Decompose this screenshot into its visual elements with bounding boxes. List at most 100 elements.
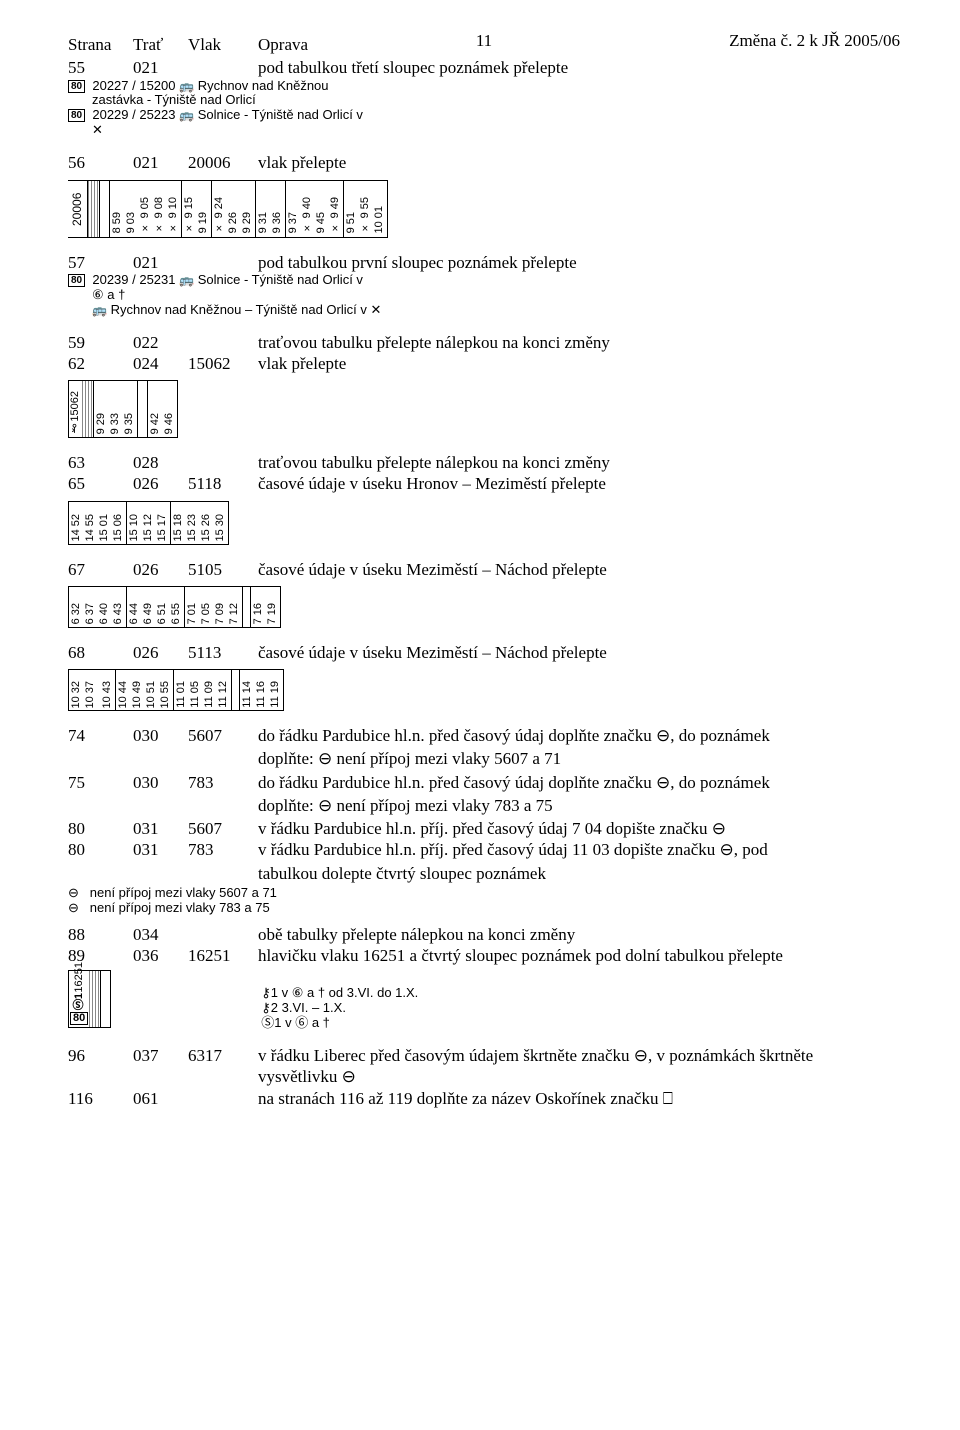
- time-value: 9 42: [150, 413, 161, 434]
- time-value: 15 06: [113, 514, 124, 542]
- time-value: 15 23: [187, 514, 198, 542]
- time-value: 10 43: [102, 681, 113, 709]
- time-value: 6 49: [143, 603, 154, 624]
- row-67: 67 026 5105 časové údaje v úseku Meziměs…: [68, 559, 900, 628]
- time-value: 9 19: [198, 212, 209, 233]
- box-icon: 80: [68, 274, 85, 287]
- time-value: 14 52: [71, 514, 82, 542]
- change-label: Změna č. 2 k JŘ 2005/06: [729, 30, 900, 51]
- time-value: 9 46: [164, 413, 175, 434]
- row-65: 65 026 5118 časové údaje v úseku Hronov …: [68, 473, 900, 544]
- footnotes-80: ⊖ není přípoj mezi vlaky 5607 a 71 ⊖ nen…: [68, 886, 900, 916]
- bus-icon: 🚌: [179, 80, 194, 94]
- time-value: 7 16: [253, 603, 264, 624]
- time-value: × 9 15: [184, 197, 195, 233]
- time-value: × 9 24: [214, 197, 225, 233]
- time-value: 9 45: [316, 212, 327, 233]
- time-value: 10 32: [71, 681, 82, 709]
- time-value: 6 51: [157, 603, 168, 624]
- row-88: 88 034 obě tabulky přelepte nálepkou na …: [68, 924, 900, 945]
- time-value: 11 16: [256, 681, 267, 708]
- row-116: 116 061 na stranách 116 až 119 doplňte z…: [68, 1088, 900, 1109]
- time-value: × 9 08: [154, 197, 165, 233]
- time-value: 8 59: [112, 212, 123, 233]
- time-value: 9 29: [242, 212, 253, 233]
- time-value: 15 26: [201, 514, 212, 542]
- time-value: 9 26: [228, 212, 239, 233]
- cross-icon: ✕: [68, 123, 900, 138]
- row-96: 96 037 6317 v řádku Liberec před časovým…: [68, 1045, 900, 1088]
- row-55: 55 021 pod tabulkou třetí sloupec poznám…: [68, 57, 900, 78]
- timetable-56: 20006 8 599 03× 9 05× 9 08× 9 10 × 9 159…: [68, 180, 900, 238]
- time-value: 14 55: [85, 514, 96, 542]
- time-value: 11 01: [176, 681, 187, 708]
- box-icon: 80: [68, 80, 85, 93]
- time-value: 15 01: [99, 514, 110, 542]
- timetable-67: 6 326 376 406 43 6 446 496 516 55 7 017 …: [68, 586, 900, 628]
- time-value: 6 44: [129, 603, 140, 624]
- time-value: 10 55: [160, 681, 171, 709]
- time-value: 11 12: [218, 681, 229, 708]
- time-value: 11 14: [242, 681, 253, 708]
- time-value: × 9 55: [360, 197, 371, 233]
- time-value: 6 43: [113, 603, 124, 624]
- minus-icon: ⊖: [68, 900, 79, 915]
- train-label: 16251 Ⓢ1 80: [68, 970, 89, 1028]
- row-89: 89 036 16251 hlavičku vlaku 16251 a čtvr…: [68, 945, 900, 1031]
- time-value: 6 37: [85, 603, 96, 624]
- time-value: 9 35: [124, 413, 135, 434]
- time-value: 10 51: [146, 681, 157, 709]
- row-59: 59 022 traťovou tabulku přelepte nálepko…: [68, 332, 900, 353]
- page-number: 11: [476, 30, 492, 51]
- time-value: 15 17: [157, 514, 168, 542]
- time-value: 10 44: [118, 681, 129, 709]
- time-value: 9 33: [110, 413, 121, 434]
- timetable-62: 15062⚷ 9 299 339 35 9 429 46: [68, 380, 900, 438]
- row-63: 63 028 traťovou tabulku přelepte nálepko…: [68, 452, 900, 473]
- row-55-notes: 80 20227 / 15200 🚌 Rychnov nad Kněžnou z…: [68, 79, 900, 139]
- time-value: 9 51: [346, 212, 357, 233]
- row-68: 68 026 5113 časové údaje v úseku Meziměs…: [68, 642, 900, 711]
- row-89-notes: ⚷1 v ⑥ a † od 3.VI. do 1.X. ⚷2 3.VI. – 1…: [151, 970, 418, 1031]
- hatch-cell: [89, 970, 101, 1028]
- row-57-notes: 80 20239 / 25231 🚌 Solnice - Týniště nad…: [68, 273, 900, 318]
- bus-icon: 🚌: [179, 274, 194, 288]
- time-value: 6 40: [99, 603, 110, 624]
- time-value: × 9 05: [140, 197, 151, 233]
- time-value: 7 05: [201, 603, 212, 624]
- time-value: 6 32: [71, 603, 82, 624]
- hatch-cell: [88, 180, 100, 238]
- time-value: × 9 40: [302, 197, 313, 233]
- hatch-cell: [82, 380, 94, 438]
- bus-icon: 🚌: [179, 109, 194, 123]
- time-value: 15 10: [129, 514, 140, 542]
- time-value: 11 19: [270, 681, 281, 708]
- time-value: 10 37: [85, 681, 96, 709]
- minus-icon: ⊖: [68, 885, 79, 900]
- time-value: 6 55: [171, 603, 182, 624]
- train-label: 20006: [68, 180, 88, 238]
- time-value: 9 37: [288, 212, 299, 233]
- time-value: 7 01: [187, 603, 198, 624]
- head-trat: Trať: [133, 34, 188, 55]
- time-value: 9 29: [96, 413, 107, 434]
- time-value: × 9 10: [168, 197, 179, 233]
- head-oprava: Oprava: [258, 34, 308, 55]
- time-value: 9 31: [258, 212, 269, 233]
- row-57: 57 021 pod tabulkou první sloupec poznám…: [68, 252, 900, 318]
- bus-icon: 🚌: [92, 304, 107, 318]
- time-value: 10 01: [374, 206, 385, 234]
- row-62: 62 024 15062 vlak přelepte 15062⚷ 9 299 …: [68, 353, 900, 438]
- time-value: 15 30: [215, 514, 226, 542]
- row-56: 56 021 20006 vlak přelepte 20006 8 599 0…: [68, 152, 900, 237]
- time-value: 9 36: [272, 212, 283, 233]
- head-vlak: Vlak: [188, 34, 258, 55]
- time-value: 7 19: [267, 603, 278, 624]
- box-icon: 80: [68, 109, 85, 122]
- time-value: 11 05: [190, 681, 201, 708]
- time-value: 11 09: [204, 681, 215, 708]
- timetable-65: 14 5214 5515 0115 06 15 1015 1215 17 15 …: [68, 501, 900, 545]
- time-value: 10 49: [132, 681, 143, 709]
- time-value: 7 12: [229, 603, 240, 624]
- time-value: × 9 49: [330, 197, 341, 233]
